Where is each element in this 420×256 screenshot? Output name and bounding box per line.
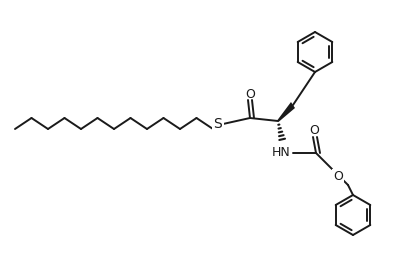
Text: O: O xyxy=(333,170,343,183)
Text: O: O xyxy=(245,88,255,101)
Text: S: S xyxy=(214,117,222,131)
Text: O: O xyxy=(309,124,319,137)
Polygon shape xyxy=(278,102,295,122)
Text: HN: HN xyxy=(272,146,290,159)
